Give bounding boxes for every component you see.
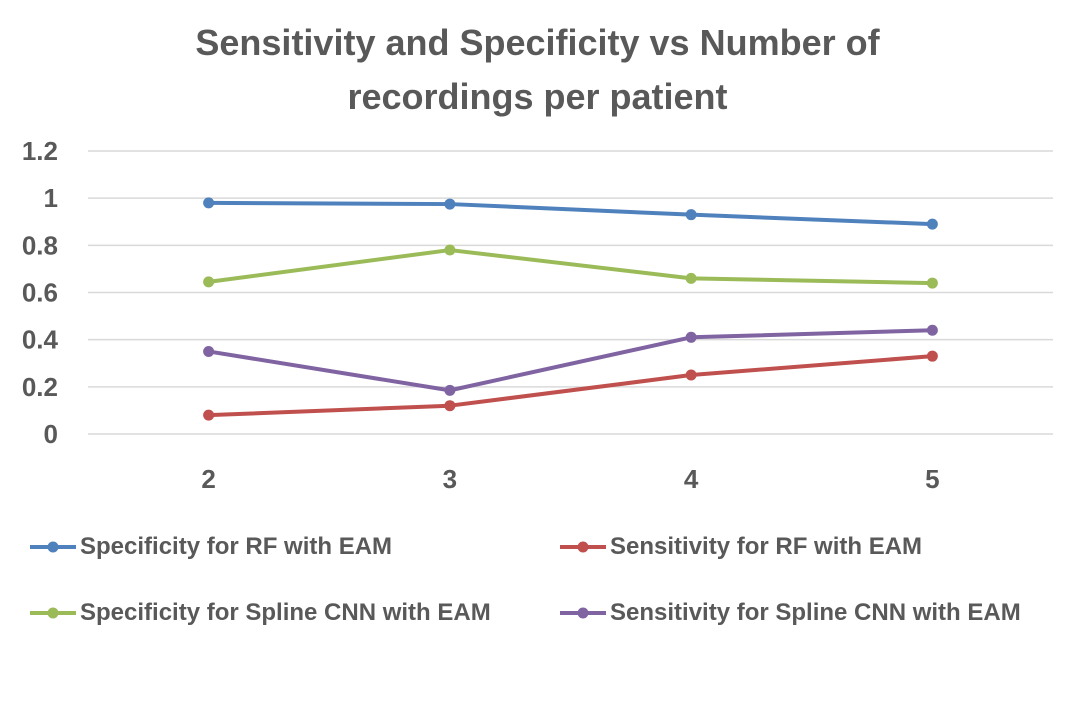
chart-title-line-1: Sensitivity and Specificity vs Number of xyxy=(195,22,880,63)
data-point xyxy=(685,209,697,221)
chart-title-line-2: recordings per patient xyxy=(347,76,728,117)
legend-label: Specificity for RF with EAM xyxy=(80,533,393,560)
data-point xyxy=(203,409,215,421)
x-tick-label: 3 xyxy=(443,464,457,494)
legend-label: Specificity for Spline CNN with EAM xyxy=(80,599,491,626)
data-point xyxy=(685,272,697,284)
data-point xyxy=(926,277,938,289)
y-tick-label: 1 xyxy=(44,183,58,213)
y-tick-label: 0.4 xyxy=(22,325,59,355)
legend-marker xyxy=(560,541,606,553)
legend-marker xyxy=(30,541,76,553)
data-point xyxy=(926,324,938,336)
legend-item: Sensitivity for RF with EAM xyxy=(560,532,922,562)
y-tick-label: 0.2 xyxy=(22,372,58,402)
data-point xyxy=(444,400,456,412)
data-point xyxy=(926,218,938,230)
data-point xyxy=(444,384,456,396)
x-tick-label: 4 xyxy=(684,464,699,494)
data-point xyxy=(685,331,697,343)
y-tick-label: 0 xyxy=(44,419,58,449)
data-point xyxy=(685,369,697,381)
legend-marker xyxy=(560,607,606,619)
legend-label: Sensitivity for RF with EAM xyxy=(610,533,923,560)
y-tick-label: 1.2 xyxy=(22,136,58,166)
x-tick-label: 2 xyxy=(201,464,215,494)
legend-label: Sensitivity for Spline CNN with EAM xyxy=(610,599,1021,626)
series-line xyxy=(208,200,933,227)
legend-marker xyxy=(30,607,76,619)
x-tick-label: 5 xyxy=(925,464,939,494)
series-line xyxy=(208,328,933,393)
legend-item: Sensitivity for Spline CNN with EAM xyxy=(560,598,1021,628)
series-line xyxy=(208,248,933,286)
data-point xyxy=(203,276,215,288)
data-point xyxy=(203,197,215,209)
data-point xyxy=(203,345,215,357)
legend-item: Specificity for Spline CNN with EAM xyxy=(30,598,491,628)
y-tick-label: 0.8 xyxy=(22,230,58,260)
series-line xyxy=(208,354,933,418)
y-tick-label: 0.6 xyxy=(22,278,58,308)
data-point xyxy=(444,244,456,256)
data-point xyxy=(444,198,456,210)
legend-item: Specificity for RF with EAM xyxy=(30,532,392,562)
data-point xyxy=(926,350,938,362)
